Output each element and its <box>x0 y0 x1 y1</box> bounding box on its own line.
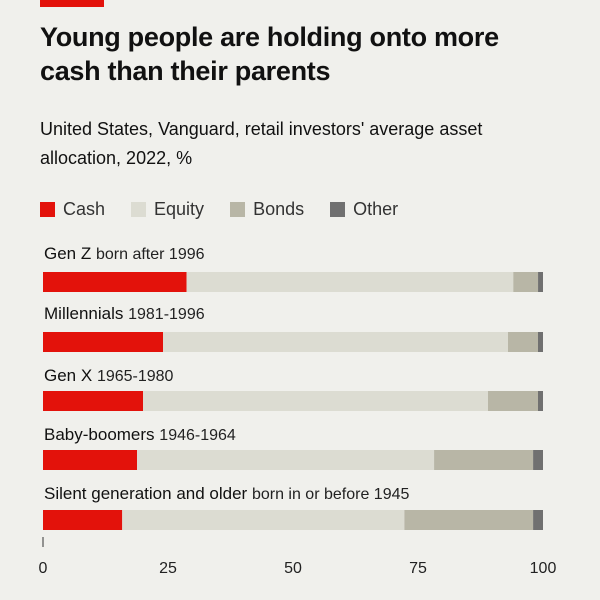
legend-label-other: Other <box>353 198 399 219</box>
legend-swatch-other <box>330 201 346 217</box>
category-label-gen-z: Gen Z born after 1996 <box>44 244 205 264</box>
category-label-baby-boomers: Baby-boomers 1946-1964 <box>44 425 236 445</box>
category-name: Gen Z <box>44 244 92 263</box>
category-label-gen-x: Gen X 1965-1980 <box>44 366 173 386</box>
bar-segment-cash <box>43 332 163 352</box>
category-label-millennials: Millennials 1981-1996 <box>44 304 205 324</box>
brand-accent-bar <box>40 0 104 7</box>
category-detail: born in or before 1945 <box>251 486 410 503</box>
bar-segment-bonds <box>434 450 534 470</box>
legend-item-cash: Cash <box>40 199 105 220</box>
chart-subtitle: United States, Vanguard, retail investor… <box>40 119 483 168</box>
category-name: Millennials <box>44 304 124 323</box>
bar-segment-equity <box>122 510 405 530</box>
bar-segment-other <box>533 510 543 530</box>
x-tick-label: 75 <box>409 560 427 577</box>
legend-item-equity: Equity <box>131 199 204 220</box>
category-name: Gen X <box>44 366 93 385</box>
bar-segment-cash <box>43 391 143 411</box>
x-tick-label: 50 <box>284 560 302 577</box>
legend-item-bonds: Bonds <box>230 199 304 220</box>
bar-segment-bonds <box>488 391 538 411</box>
x-tick-label: 25 <box>159 560 177 577</box>
category-name: Baby-boomers <box>44 425 155 444</box>
chart-legend: Cash Equity Bonds Other <box>40 197 424 221</box>
bar-segment-bonds <box>508 332 538 352</box>
bar-segment-bonds <box>404 510 534 530</box>
chart-title: Young people are holding onto more cash … <box>40 22 499 86</box>
legend-swatch-cash <box>40 201 55 217</box>
category-detail: 1965-1980 <box>96 368 174 385</box>
x-tick-label: 0 <box>39 560 48 577</box>
legend-item-other: Other <box>330 199 398 220</box>
bar-segment-cash <box>43 450 138 470</box>
legend-label-bonds: Bonds <box>253 198 305 219</box>
bar-segment-equity <box>163 332 508 352</box>
category-detail: 1981-1996 <box>128 306 205 323</box>
category-label-silent-generation: Silent generation and older born in or b… <box>44 484 409 504</box>
bar-segment-other <box>538 391 543 411</box>
bar-segment-cash <box>43 510 123 530</box>
legend-label-equity: Equity <box>154 198 205 219</box>
category-detail: 1946-1964 <box>159 427 236 444</box>
bar-segment-equity <box>186 272 514 292</box>
legend-swatch-equity <box>131 201 147 217</box>
bar-segment-bonds <box>513 272 539 292</box>
bar-segment-other <box>538 332 543 352</box>
bar-segment-other <box>538 272 543 292</box>
category-detail: born after 1996 <box>95 246 205 263</box>
x-tick-label: 100 <box>530 560 557 577</box>
bar-segment-equity <box>137 450 435 470</box>
bar-segment-equity <box>143 391 488 411</box>
legend-swatch-bonds <box>230 201 246 217</box>
bar-segment-cash <box>43 272 187 292</box>
category-name: Silent generation and older <box>44 484 248 503</box>
bar-segment-other <box>533 450 543 470</box>
legend-label-cash: Cash <box>63 198 106 219</box>
